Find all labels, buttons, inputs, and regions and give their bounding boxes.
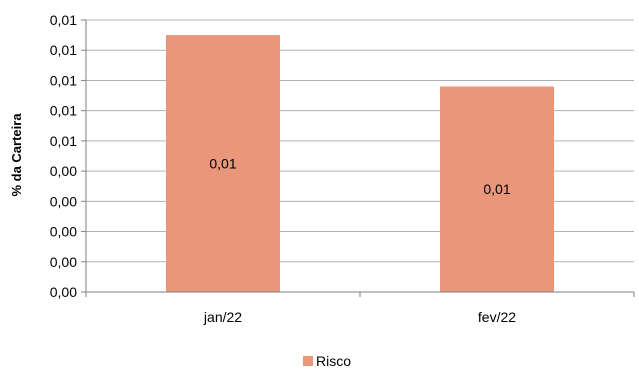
legend-swatch-risco [303,356,313,366]
y-tick-label: 0,00 [50,224,77,240]
bar [166,35,280,292]
y-axis-ticks: 0,00 0,00 0,00 0,00 0,00 0,01 0,01 0,01 0,01 0,01 [50,12,86,300]
legend-label-risco: Risco [316,353,351,369]
y-tick-label: 0,01 [50,133,77,149]
y-tick-label: 0,01 [50,42,77,58]
y-tick-label: 0,00 [50,284,77,300]
x-tick-label: jan/22 [203,309,242,325]
y-tick-label: 0,00 [50,254,77,270]
x-tick-label: fev/22 [478,309,516,325]
y-tick-label: 0,00 [50,193,77,209]
y-tick-label: 0,01 [50,12,77,28]
y-tick-label: 0,00 [50,163,77,179]
x-axis-ticks: jan/22 fev/22 [85,292,635,325]
y-tick-label: 0,01 [50,103,77,119]
legend: Risco [303,353,351,369]
bar-data-label: 0,01 [209,156,236,172]
bar [440,86,554,292]
bars: 0,01 0,01 [166,35,554,292]
bar-data-label: 0,01 [483,181,510,197]
y-tick-label: 0,01 [50,72,77,88]
y-axis-label: % da Carteira [9,113,24,197]
